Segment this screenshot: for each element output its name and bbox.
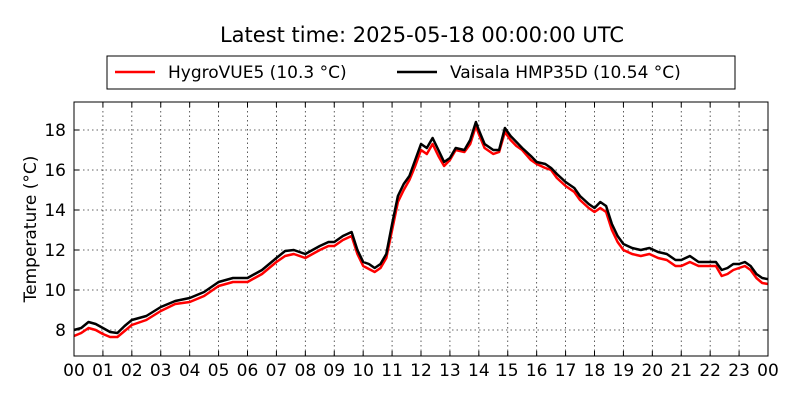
x-tick-label: 03 xyxy=(150,361,172,381)
series-layer xyxy=(73,120,769,339)
x-tick-label: 01 xyxy=(92,361,114,381)
x-tick-label: 12 xyxy=(410,361,432,381)
series-line-hygrovue5 xyxy=(73,124,769,339)
y-axis-label: Temperature (°C) xyxy=(21,156,41,304)
x-tick-label: 13 xyxy=(439,361,461,381)
chart-title: Latest time: 2025-05-18 00:00:00 UTC xyxy=(220,23,624,47)
y-tick-label: 14 xyxy=(44,201,66,221)
y-tick-labels: 8 10 12 14 16 18 xyxy=(44,121,66,341)
x-tick-label: 00 xyxy=(63,361,85,381)
x-tick-label: 09 xyxy=(323,361,345,381)
x-tick-label: 15 xyxy=(497,361,519,381)
x-tick-label: 00 xyxy=(757,361,779,381)
x-tick-label: 08 xyxy=(295,361,317,381)
grid-lines xyxy=(74,102,768,356)
y-tick-label: 10 xyxy=(44,281,66,301)
x-tick-label: 21 xyxy=(670,361,692,381)
legend-label-hygrovue5: HygroVUE5 (10.3 °C) xyxy=(168,63,347,83)
x-tick-label: 11 xyxy=(381,361,403,381)
y-tick-label: 12 xyxy=(44,241,66,261)
x-tick-label: 20 xyxy=(642,361,664,381)
y-tick-label: 16 xyxy=(44,161,66,181)
x-tick-label: 22 xyxy=(699,361,721,381)
x-tick-label: 05 xyxy=(208,361,230,381)
x-tick-labels: 00 01 02 03 04 05 06 07 08 09 10 11 12 13 14 15 16 17 18 19… xyxy=(63,361,779,381)
y-tick-label: 8 xyxy=(55,321,66,341)
x-tick-label: 16 xyxy=(526,361,548,381)
x-tick-label: 17 xyxy=(555,361,577,381)
legend-label-vaisala: Vaisala HMP35D (10.54 °C) xyxy=(450,63,681,83)
x-tick-label: 23 xyxy=(728,361,750,381)
x-tick-label: 04 xyxy=(179,361,201,381)
series-line-vaisala xyxy=(73,120,769,335)
y-tick-label: 18 xyxy=(44,121,66,141)
legend: HygroVUE5 (10.3 °C) Vaisala HMP35D (10.5… xyxy=(106,55,736,90)
x-tick-label: 19 xyxy=(613,361,635,381)
x-tick-label: 10 xyxy=(352,361,374,381)
x-tick-label: 18 xyxy=(584,361,606,381)
ticks xyxy=(73,102,769,356)
x-tick-label: 06 xyxy=(237,361,259,381)
x-tick-label: 02 xyxy=(121,361,143,381)
x-tick-label: 14 xyxy=(468,361,490,381)
x-tick-label: 07 xyxy=(266,361,288,381)
